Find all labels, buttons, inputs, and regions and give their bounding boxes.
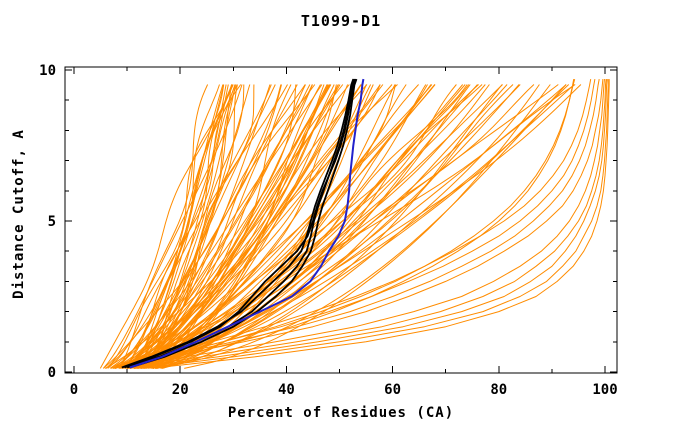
ensemble-curve <box>135 84 381 369</box>
ensemble-curve <box>143 84 339 369</box>
ensemble-curve <box>107 84 236 369</box>
chart-title: T1099-D1 <box>300 12 382 30</box>
model-black-3 <box>129 78 358 369</box>
ensemble-curve <box>129 84 276 369</box>
x-tick-label: 20 <box>172 382 189 398</box>
x-axis-label: Percent of Residues (CA) <box>227 405 455 421</box>
ensemble-curve <box>125 84 306 369</box>
outlier-curve <box>158 79 610 368</box>
ensemble-curve <box>133 84 433 369</box>
model-blue <box>129 78 365 369</box>
outlier-curve <box>118 79 600 368</box>
ensemble-curve <box>105 84 233 369</box>
ensemble-curve <box>137 84 238 369</box>
ensemble-curve <box>135 84 329 369</box>
ensemble-curve <box>121 84 332 369</box>
tick-labels-group: 0 20 40 60 80 100 0 5 10 <box>39 63 618 398</box>
outlier-curve <box>126 79 575 368</box>
ensemble-curve <box>140 84 271 369</box>
y-tick-label: 5 <box>48 214 56 230</box>
ensemble-curve <box>144 84 362 369</box>
ensemble-curve <box>150 84 372 369</box>
ensemble-curve <box>143 84 272 369</box>
x-tick-label: 0 <box>70 382 78 398</box>
ensemble-curve <box>105 84 288 369</box>
ensemble-curve <box>121 84 393 369</box>
outlier-curve <box>148 79 609 368</box>
model-black-1 <box>126 78 356 369</box>
ensemble-curve <box>102 84 243 369</box>
ensemble-curve <box>151 84 486 369</box>
ensemble-curve <box>116 84 236 369</box>
ensemble-curve <box>112 84 255 369</box>
y-axis-label: Distance Cutoff, A <box>11 129 27 299</box>
y-tick-label: 0 <box>48 365 56 381</box>
x-tick-label: 40 <box>278 382 295 398</box>
outlier-curve <box>132 79 607 368</box>
ensemble-curve <box>138 84 224 369</box>
ensemble-curve <box>152 84 407 369</box>
outlier-curve <box>121 78 576 368</box>
ensemble-curve <box>122 84 503 369</box>
ensemble-curve <box>118 84 209 369</box>
ensemble-curve <box>109 84 323 369</box>
ensemble-curve <box>157 84 520 369</box>
ensemble-curve <box>141 84 297 369</box>
outlier-curve <box>116 79 592 368</box>
ensemble-curve <box>130 84 313 369</box>
ensemble-curve <box>144 84 427 369</box>
plot-frame <box>64 66 618 374</box>
ensemble-curve <box>139 84 344 369</box>
ensemble-curve <box>133 84 567 369</box>
ensemble-curve <box>118 84 350 369</box>
axes-group <box>64 66 618 374</box>
ensemble-curve <box>154 84 540 369</box>
ensemble-curve <box>140 84 508 369</box>
outlier-curve <box>127 79 605 368</box>
x-tick-label: 60 <box>384 382 401 398</box>
outlier-curve <box>137 79 608 368</box>
ensemble-curve <box>139 84 306 369</box>
y-tick-label: 10 <box>39 63 56 79</box>
ensemble-curve <box>115 84 436 369</box>
outlier-curve <box>116 79 596 368</box>
model-black-4 <box>124 78 357 369</box>
ensemble-curve <box>124 84 242 369</box>
x-tick-label: 80 <box>490 382 507 398</box>
curves-group <box>99 78 610 369</box>
ensemble-curve <box>135 84 237 369</box>
x-tick-label: 100 <box>592 382 617 398</box>
ensemble-curve <box>130 84 220 369</box>
outlier-curve <box>121 79 604 368</box>
ensemble-curve <box>143 84 570 369</box>
ensemble-curve <box>161 84 503 369</box>
ensemble-curve <box>136 84 471 369</box>
